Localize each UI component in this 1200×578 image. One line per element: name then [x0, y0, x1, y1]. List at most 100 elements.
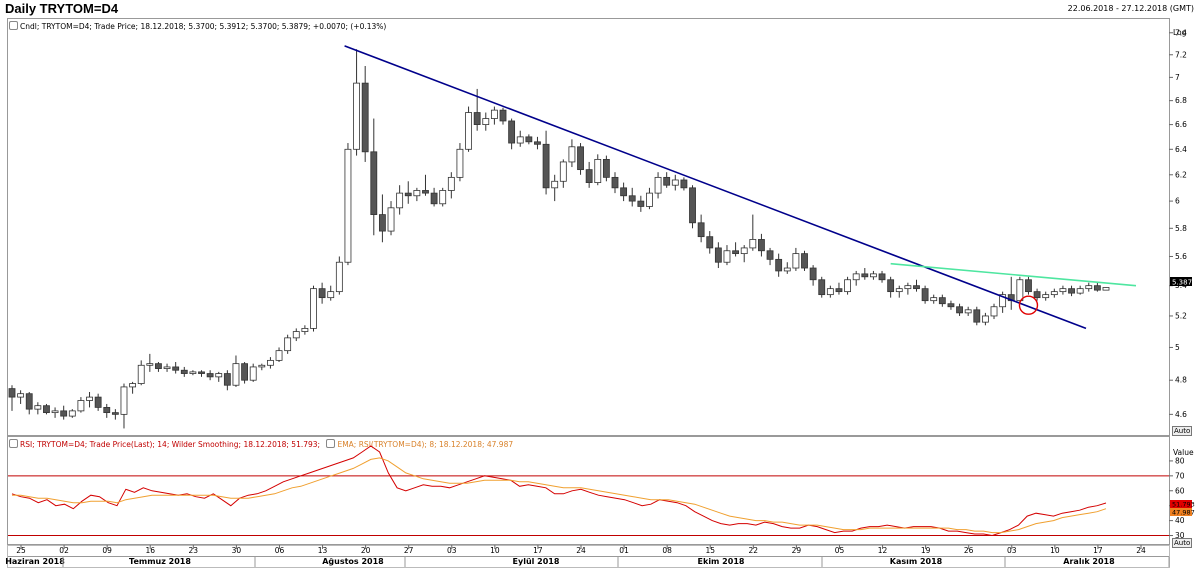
- candle: [1050, 288, 1058, 298]
- candle: [913, 279, 920, 292]
- candle: [60, 405, 68, 420]
- candle-body: [258, 364, 266, 368]
- rsi-value-label: Value: [1173, 448, 1194, 457]
- x-tick-label: 15: [705, 546, 715, 555]
- rsi-panel-frame: [7, 436, 1170, 545]
- candle: [430, 187, 438, 207]
- rsi-auto-scale-button[interactable]: Auto: [1172, 538, 1193, 548]
- candle-body: [568, 146, 576, 163]
- month-label: Haziran 2018: [5, 557, 65, 566]
- price-auto-scale-button[interactable]: Auto: [1172, 426, 1193, 436]
- candle-body: [490, 109, 498, 119]
- price-y-tick-label: 5.6: [1175, 252, 1187, 261]
- candle-body: [189, 371, 197, 374]
- candle: [758, 233, 765, 257]
- candle-body: [1059, 288, 1067, 293]
- resistance-trendline[interactable]: [890, 262, 1137, 287]
- x-tick-label: 16: [145, 546, 155, 555]
- candle: [490, 106, 498, 125]
- candle: [94, 393, 102, 411]
- candle: [1059, 285, 1067, 295]
- candle-body: [51, 410, 59, 414]
- candle: [938, 294, 946, 307]
- settings-icon[interactable]: [326, 439, 336, 448]
- candle-body: [904, 285, 912, 290]
- ema-last-label: 47.987: [1172, 509, 1195, 517]
- x-tick-label: 10: [1050, 546, 1060, 555]
- candle-body: [775, 258, 783, 272]
- price-y-tick-label: 4.8: [1175, 376, 1187, 385]
- candle: [551, 174, 559, 202]
- candle: [990, 303, 998, 320]
- candle: [129, 381, 137, 394]
- candle: [826, 285, 834, 298]
- rsi-y-tick-label: 40: [1175, 516, 1185, 525]
- x-tick-label: 19: [921, 546, 931, 555]
- month-label: Ekim 2018: [698, 557, 745, 566]
- candle: [499, 107, 507, 125]
- price-legend-text: Cndl; TRYTOM=D4; Trade Price; 18.12.2018…: [20, 22, 387, 31]
- settings-icon[interactable]: [9, 21, 18, 30]
- candle-body: [163, 366, 171, 369]
- candle-body: [473, 112, 481, 126]
- candle-body: [637, 200, 645, 207]
- settings-icon[interactable]: [9, 439, 18, 448]
- x-tick-label: 27: [404, 546, 414, 555]
- candle-body: [689, 187, 696, 224]
- candle: [155, 362, 162, 372]
- rsi-y-tick-label: 70: [1175, 471, 1185, 480]
- candle-body: [137, 364, 145, 384]
- price-y-tick-label: 4.6: [1175, 410, 1187, 419]
- candle: [258, 363, 266, 371]
- candle-body: [697, 222, 705, 238]
- candle: [568, 139, 576, 168]
- candle: [577, 143, 584, 175]
- candle-body: [628, 195, 636, 202]
- candle-body: [956, 306, 963, 314]
- rsi-y-tick-label: 60: [1175, 486, 1185, 495]
- candle: [163, 363, 171, 372]
- candle: [594, 154, 602, 186]
- rsi-legend[interactable]: RSI; TRYTOM=D4; Trade Price(Last); 14; W…: [9, 439, 513, 449]
- candle: [292, 328, 300, 342]
- candle-body: [1102, 287, 1110, 291]
- month-label: Eylül 2018: [513, 557, 560, 566]
- candle: [465, 106, 472, 152]
- candle: [137, 360, 145, 386]
- rsi-last-tag-bg: [1170, 500, 1192, 508]
- candle-body: [861, 273, 869, 278]
- candle-body: [301, 327, 309, 332]
- candle: [646, 187, 653, 210]
- candle-body: [34, 405, 42, 410]
- candle-body: [86, 396, 93, 401]
- candle: [198, 370, 205, 377]
- candle: [887, 276, 895, 298]
- candle-body: [594, 158, 602, 183]
- x-tick-label: 12: [878, 546, 888, 555]
- candle: [396, 185, 404, 215]
- candle: [249, 363, 257, 382]
- rsi-y-tick-label: 80: [1175, 456, 1185, 465]
- x-tick-label: 29: [792, 546, 802, 555]
- candle: [792, 247, 800, 271]
- x-tick-label: 05: [835, 546, 845, 555]
- candle: [680, 177, 688, 191]
- candle-body: [249, 366, 257, 381]
- price-legend[interactable]: Cndl; TRYTOM=D4; Trade Price; 18.12.2018…: [9, 21, 386, 31]
- x-tick-label: 02: [59, 546, 69, 555]
- price-y-tick-label: 6.8: [1175, 96, 1187, 105]
- candle: [215, 371, 223, 382]
- candle-body: [973, 309, 981, 323]
- candle: [68, 409, 76, 418]
- candle: [1042, 291, 1050, 301]
- candle: [318, 282, 326, 304]
- candle-body: [525, 136, 533, 143]
- candle-body: [714, 247, 722, 263]
- candle: [637, 195, 645, 212]
- descending-trendline[interactable]: [344, 45, 1087, 330]
- candle-body: [17, 393, 25, 398]
- candle-body: [870, 273, 877, 278]
- candle-body: [1076, 288, 1084, 294]
- month-label: Kasım 2018: [890, 557, 943, 566]
